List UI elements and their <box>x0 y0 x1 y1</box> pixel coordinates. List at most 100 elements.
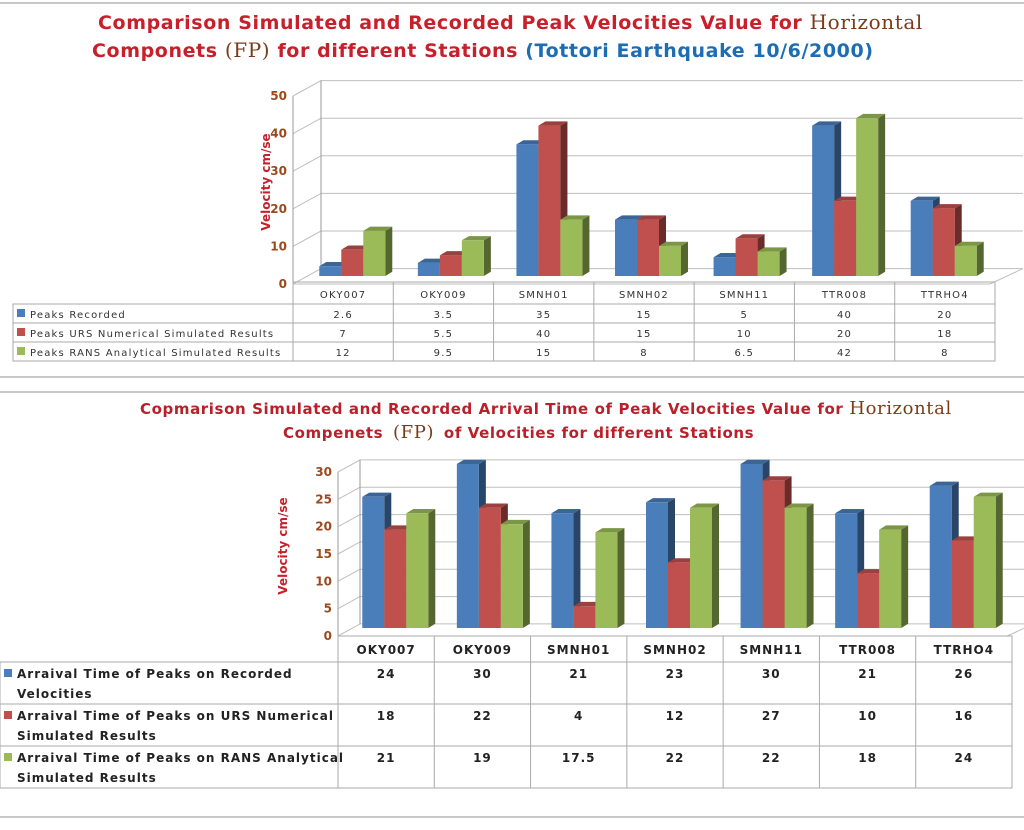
data-value: 20 <box>937 310 952 321</box>
bar-ttr008-s1 <box>834 200 857 276</box>
data-value: 42 <box>837 348 852 359</box>
bar-top <box>834 196 864 201</box>
bar-smnh11-s0 <box>713 257 736 276</box>
data-value: 17.5 <box>562 751 596 765</box>
y-tick-label: 20 <box>270 202 287 216</box>
bar-top <box>319 262 349 267</box>
gridline-diag <box>292 155 322 172</box>
bar-top <box>439 251 469 256</box>
gridline-diag <box>292 192 322 210</box>
y-tick-label: 5 <box>324 602 332 616</box>
bar-top <box>973 492 1003 497</box>
bar-smnh01-s2 <box>560 219 583 276</box>
bar-side <box>806 503 814 628</box>
data-value: 24 <box>377 667 396 681</box>
bar-ttrho4-s2 <box>973 496 996 628</box>
gridline-diag <box>292 268 322 285</box>
category-label: TTRHO4 <box>934 643 994 657</box>
bar-top <box>932 204 962 209</box>
bar-ttrho4-s1 <box>951 540 974 628</box>
bar-top <box>384 525 414 530</box>
y-tick-label: 0 <box>279 277 287 291</box>
bottom-divider <box>0 816 1024 818</box>
bar-top <box>362 492 392 497</box>
category-label: OKY007 <box>320 290 366 301</box>
bar-top <box>690 503 719 508</box>
bar-top <box>910 196 940 201</box>
bar-smnh01-s0 <box>516 144 539 276</box>
bar-top <box>951 536 981 541</box>
top-chart: 0 10 20 30 40 50 Velocity cm/se OKY007 OKY009 SMN… <box>12 80 1024 362</box>
bar-top <box>417 258 447 263</box>
data-value: 18 <box>377 709 396 723</box>
bar-oky009-s0 <box>456 464 479 628</box>
top-chart-title-line1: Comparison Simulated and Recorded Peak V… <box>98 10 923 34</box>
data-value: 8 <box>941 348 949 359</box>
data-value: 9.5 <box>434 348 454 359</box>
data-value: 8 <box>640 348 648 359</box>
bar-side <box>428 509 436 628</box>
data-value: 10 <box>737 329 752 340</box>
data-value: 20 <box>837 329 852 340</box>
bar-side <box>712 503 719 628</box>
bar-side <box>901 525 909 628</box>
bar-smnh01-s1 <box>573 606 596 628</box>
bottom-chart-title-line1: Copmarison Simulated and Recorded Arriva… <box>140 398 952 419</box>
bar-smnh11-s0 <box>740 464 763 628</box>
legend-label: Peaks URS Numerical Simulated Results <box>30 329 274 340</box>
bar-smnh01-s0 <box>551 513 574 628</box>
y-tick-label: 10 <box>270 239 287 253</box>
y-tick-label: 20 <box>315 520 332 534</box>
bar-oky009-s1 <box>439 255 462 276</box>
y-tick-label: 50 <box>270 89 287 103</box>
y-tick-label: 15 <box>315 547 332 561</box>
bar-ttrho4-s1 <box>932 208 955 276</box>
bar-oky007-s0 <box>319 266 342 276</box>
bar-smnh02-s0 <box>615 219 637 276</box>
bar-side <box>617 528 625 628</box>
bar-smnh11-s1 <box>735 238 758 276</box>
legend-swatch <box>17 328 25 336</box>
bar-side <box>779 247 787 276</box>
y-axis-label: Velocity cm/se <box>259 133 273 230</box>
bar-top <box>646 498 675 503</box>
gridline-diag <box>337 541 361 555</box>
y-tick-label: 40 <box>270 127 287 141</box>
category-label: SMNH11 <box>719 290 769 301</box>
title-text: for different Stations <box>277 40 519 62</box>
legend-label: Simulated Results <box>17 771 157 785</box>
data-value: 40 <box>536 329 551 340</box>
gridline-diag <box>337 486 361 500</box>
legend-label: Arraival Time of Peaks on RANS Analytica… <box>17 751 344 765</box>
gridline-diag <box>292 80 322 97</box>
gridline-diag <box>292 230 322 247</box>
bar-ttr008-s0 <box>835 513 858 628</box>
bar-side <box>573 509 581 628</box>
data-value: 19 <box>473 751 492 765</box>
legend-swatch <box>4 711 12 719</box>
middle-divider <box>0 376 1024 378</box>
top-divider <box>0 2 1024 4</box>
floor-diag <box>1006 627 1024 637</box>
bar-top <box>735 234 765 239</box>
legend-label: Peaks RANS Analytical Simulated Results <box>30 348 281 359</box>
bar-smnh02-s2 <box>659 245 681 276</box>
category-label: SMNH01 <box>547 643 610 657</box>
bar-top <box>341 245 371 250</box>
data-value: 12 <box>336 348 351 359</box>
bar-top <box>461 236 491 241</box>
data-value: 23 <box>666 667 685 681</box>
title-serif-text: Horizontal <box>849 398 952 419</box>
legend-label: Velocities <box>17 687 92 701</box>
bar-top <box>637 215 666 220</box>
top-chart-title-line2: Componets (FP) for different Stations (T… <box>92 38 874 62</box>
bottom-chart: 0 5 10 15 20 25 30 Velocity cm/se OKY007 OKY009 SM… <box>0 459 1024 789</box>
bar-ttrho4-s0 <box>910 200 933 276</box>
title-text: Compenets <box>283 424 384 442</box>
bar-side <box>483 236 491 276</box>
bar-top <box>857 569 887 574</box>
data-value: 35 <box>536 310 551 321</box>
y-tick-label: 30 <box>315 465 332 479</box>
bar-top <box>757 247 787 252</box>
bar-top <box>560 215 590 220</box>
